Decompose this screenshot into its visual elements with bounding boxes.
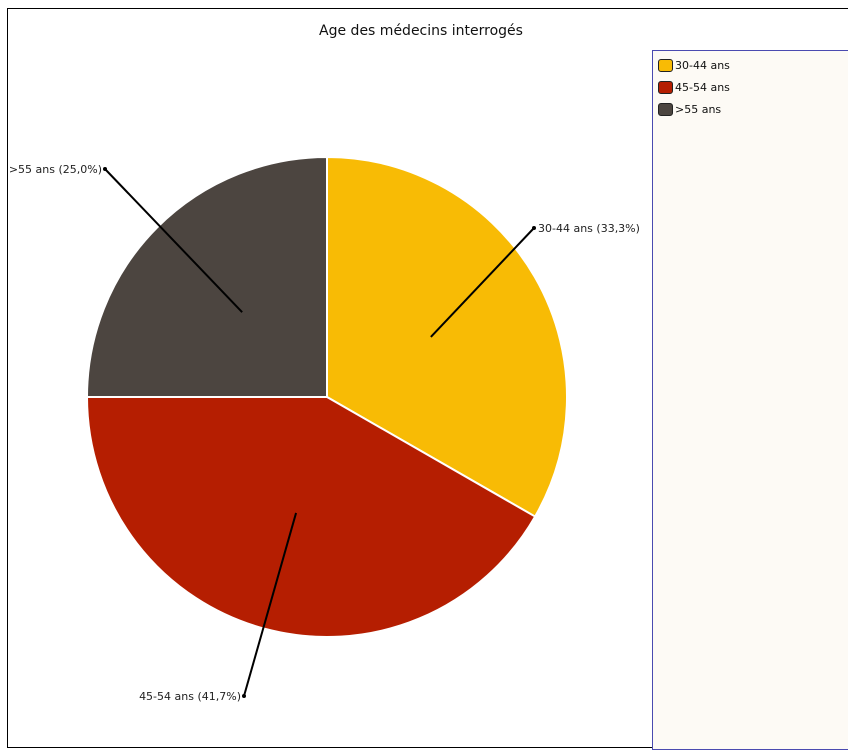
pie-slice-55-ans[interactable] [85, 155, 328, 398]
legend: 30-44 ans 45-54 ans >55 ans [652, 50, 848, 750]
pie-leader-lines [103, 167, 536, 698]
leader-line-0 [430, 227, 535, 338]
leader-dot-0 [532, 226, 536, 230]
pie-slices [85, 155, 568, 638]
pie-slice-30-44-ans[interactable] [326, 155, 568, 518]
leader-line-2 [104, 168, 243, 313]
pie-slice-45-54-ans[interactable] [85, 396, 537, 638]
leader-line-1 [243, 512, 298, 697]
legend-label-45-54: 45-54 ans [675, 80, 730, 94]
legend-item-45-54[interactable]: 45-54 ans [658, 79, 730, 95]
legend-swatch-over-55 [658, 102, 673, 116]
legend-label-over-55: >55 ans [675, 102, 722, 116]
pie-labels: 30-44 ans (33,3%) 45-54 ans (41,7%) >55 an… [9, 163, 640, 703]
legend-swatch-45-54 [658, 80, 673, 94]
slice-label-2: >55 ans (25,0%) [9, 163, 102, 176]
legend-item-30-44[interactable]: 30-44 ans [658, 57, 730, 73]
legend-swatch-30-44 [658, 58, 673, 72]
leader-dot-1 [242, 694, 246, 698]
legend-item-over-55[interactable]: >55 ans [658, 101, 721, 117]
leader-dot-2 [103, 167, 107, 171]
slice-label-0: 30-44 ans (33,3%) [538, 222, 640, 235]
slice-label-1: 45-54 ans (41,7%) [139, 690, 241, 703]
legend-label-30-44: 30-44 ans [675, 58, 730, 72]
chart-title: Age des médecins interrogés [319, 23, 523, 39]
